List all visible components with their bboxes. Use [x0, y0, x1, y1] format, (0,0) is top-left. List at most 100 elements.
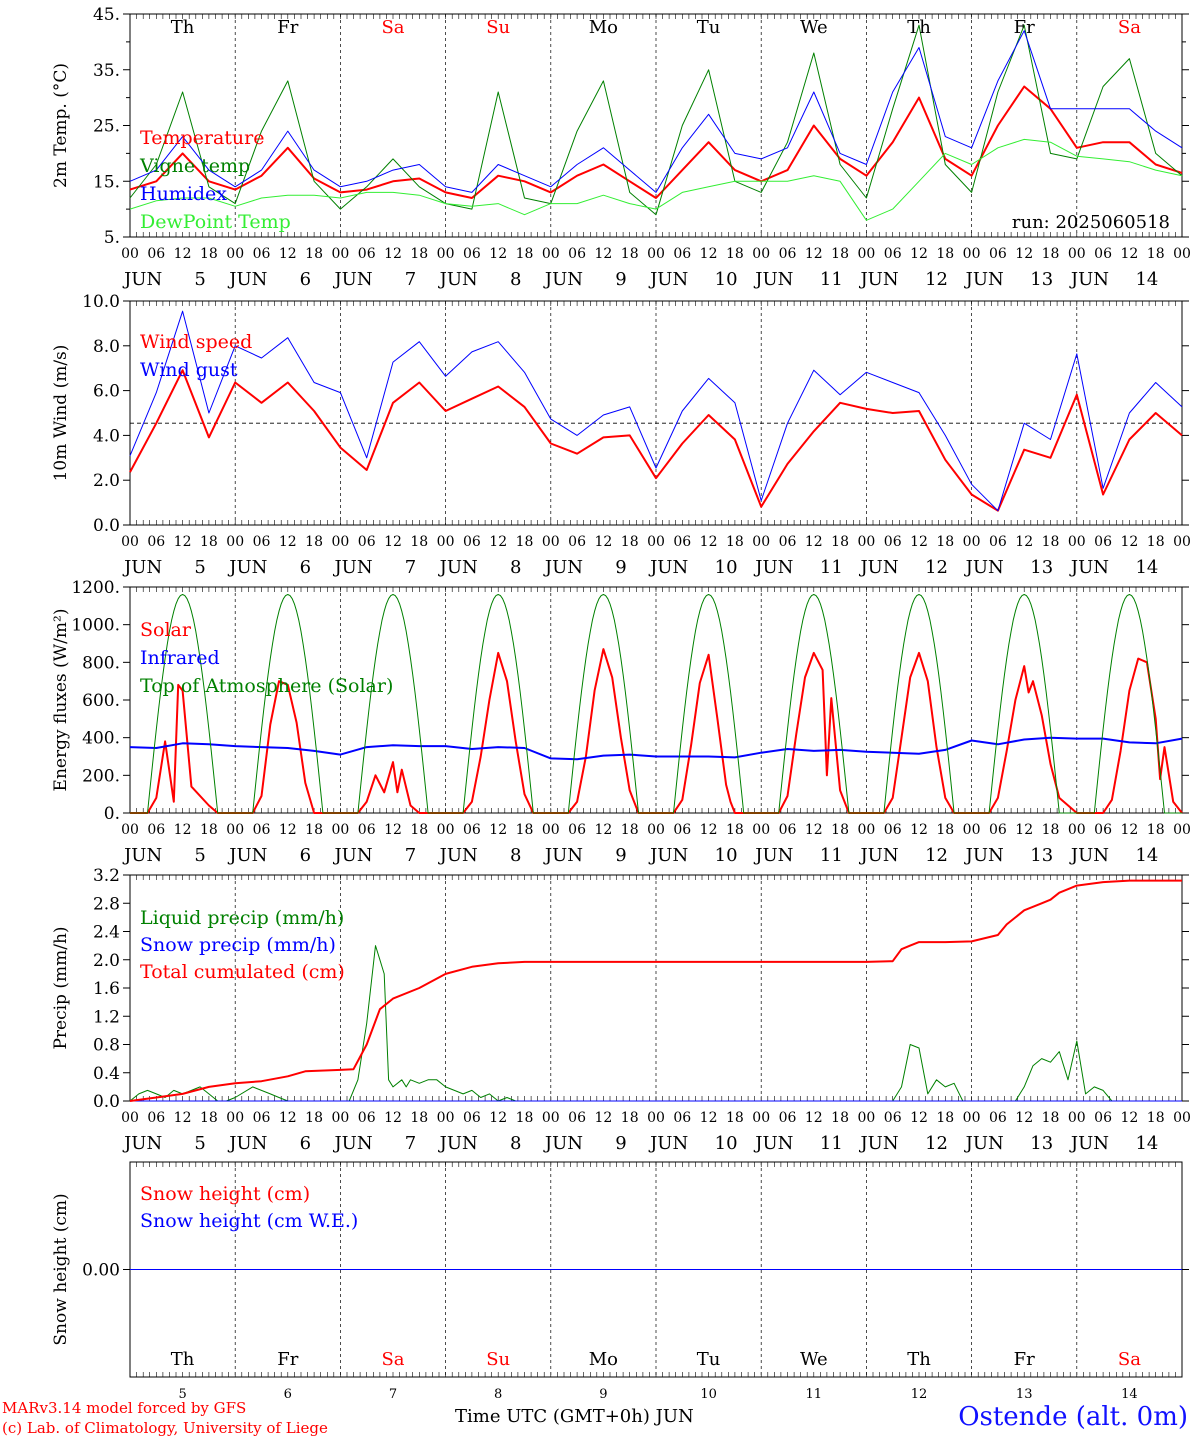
- x-tick-label: 18: [1147, 246, 1165, 262]
- x-tick-label: 06: [358, 1110, 376, 1126]
- x-tick-label: 18: [200, 246, 218, 262]
- y-tick-label: 2.8: [93, 894, 120, 914]
- legend-entry: Infrared: [140, 647, 220, 669]
- legend-entry: Wind speed: [140, 331, 252, 353]
- x-tick-label: 00: [857, 822, 875, 838]
- panel-frame: [129, 13, 1183, 238]
- x-tick-label: 00: [1068, 534, 1086, 550]
- series-line: [129, 369, 1183, 512]
- x-tick-label: 18: [305, 534, 323, 550]
- y-tick-label: 1000.: [71, 616, 120, 636]
- x-tick-label: 00: [121, 1110, 139, 1126]
- x-tick-label: 00: [1068, 246, 1086, 262]
- x-date-day: 6: [300, 845, 311, 866]
- x-tick-label: 12: [1015, 1110, 1033, 1126]
- x-date-month: JUN: [964, 845, 1004, 866]
- day-of-week-label: We: [800, 1349, 828, 1370]
- day-of-week-label: Th: [907, 17, 931, 38]
- x-tick-label: 06: [673, 534, 691, 550]
- day-of-week-label: Sa: [381, 1349, 404, 1370]
- day-number-label: 8: [494, 1387, 502, 1402]
- day-of-week-label: Th: [171, 17, 195, 38]
- y-tick-label: 200.: [82, 766, 120, 786]
- x-tick-label: 18: [936, 534, 954, 550]
- series-line: [129, 736, 1183, 761]
- x-tick-label: 00: [752, 1110, 770, 1126]
- day-of-week-label: Mo: [589, 1349, 618, 1370]
- x-axis-title: Time UTC (GMT+0h) JUN: [455, 1406, 694, 1427]
- x-date-month: JUN: [964, 1133, 1004, 1154]
- x-tick-label: 00: [226, 246, 244, 262]
- x-date-day: 14: [1135, 1133, 1158, 1154]
- x-tick-label: 00: [331, 1110, 349, 1126]
- x-tick-label: 18: [1147, 822, 1165, 838]
- x-date-month: JUN: [964, 269, 1004, 290]
- x-date-month: JUN: [227, 845, 267, 866]
- x-tick-label: 00: [647, 1110, 665, 1126]
- day-of-week-label: Tu: [697, 17, 721, 38]
- x-tick-label: 12: [174, 1110, 192, 1126]
- x-tick-label: 12: [384, 1110, 402, 1126]
- x-tick-label: 00: [1068, 1110, 1086, 1126]
- x-date-day: 7: [405, 1133, 416, 1154]
- day-of-week-label: Th: [171, 1349, 195, 1370]
- x-tick-label: 18: [621, 1110, 639, 1126]
- x-date-month: JUN: [332, 269, 372, 290]
- x-date-day: 12: [925, 845, 948, 866]
- x-date-month: JUN: [1069, 557, 1109, 578]
- legend-entry: Liquid precip (mm/h): [140, 907, 344, 929]
- x-tick-label: 06: [779, 246, 797, 262]
- y-tick-label: 1200.: [71, 578, 120, 598]
- x-tick-label: 12: [279, 534, 297, 550]
- x-tick-label: 00: [752, 246, 770, 262]
- x-tick-label: 18: [1042, 1110, 1060, 1126]
- x-tick-label: 12: [174, 822, 192, 838]
- x-date-day: 9: [615, 845, 626, 866]
- x-tick-label: 12: [910, 822, 928, 838]
- x-tick-label: 18: [200, 822, 218, 838]
- x-date-day: 14: [1135, 269, 1158, 290]
- station-name: Ostende (alt. 0m): [958, 1402, 1188, 1432]
- x-tick-label: 00: [437, 534, 455, 550]
- x-tick-label: 12: [384, 534, 402, 550]
- x-date-month: JUN: [1069, 1133, 1109, 1154]
- x-tick-label: 12: [489, 1110, 507, 1126]
- x-tick-label: 00: [1173, 1110, 1191, 1126]
- legend-entry: Temperature: [140, 127, 264, 149]
- x-date-day: 11: [820, 557, 843, 578]
- x-date-month: JUN: [332, 1133, 372, 1154]
- x-tick-label: 12: [279, 822, 297, 838]
- x-date-month: JUN: [753, 269, 793, 290]
- y-tick-label: 15.: [93, 172, 120, 192]
- x-date-month: JUN: [964, 557, 1004, 578]
- x-tick-label: 18: [621, 822, 639, 838]
- x-date-day: 7: [405, 557, 416, 578]
- x-date-month: JUN: [227, 269, 267, 290]
- x-date-day: 6: [300, 269, 311, 290]
- run-label: run: 2025060518: [1012, 212, 1170, 233]
- x-tick-label: 00: [752, 822, 770, 838]
- y-tick-label: 400.: [82, 729, 120, 749]
- legend-entry: Wind gust: [140, 359, 238, 381]
- day-of-week-label: Sa: [381, 17, 404, 38]
- x-minor-ticks: [129, 14, 1183, 237]
- y-axis-label: Snow height (cm): [51, 1193, 71, 1345]
- day-of-week-label: Fr: [1014, 17, 1035, 38]
- x-tick-label: 06: [673, 822, 691, 838]
- x-tick-label: 06: [253, 246, 271, 262]
- x-tick-label: 00: [331, 534, 349, 550]
- x-tick-label: 12: [1015, 822, 1033, 838]
- x-tick-label: 06: [253, 1110, 271, 1126]
- x-minor-ticks: [129, 875, 1183, 1101]
- x-date-month: JUN: [438, 269, 478, 290]
- x-date-month: JUN: [122, 269, 162, 290]
- x-date-day: 8: [510, 557, 521, 578]
- x-tick-label: 18: [410, 534, 428, 550]
- x-date-day: 5: [194, 557, 205, 578]
- x-tick-label: 18: [831, 246, 849, 262]
- series-line: [129, 310, 1183, 512]
- y-axis-label: Precip (mm/h): [51, 926, 71, 1049]
- x-tick-label: 06: [673, 246, 691, 262]
- x-date-month: JUN: [858, 845, 898, 866]
- y-axis-label: Energy fluxes (W/m²): [51, 609, 71, 792]
